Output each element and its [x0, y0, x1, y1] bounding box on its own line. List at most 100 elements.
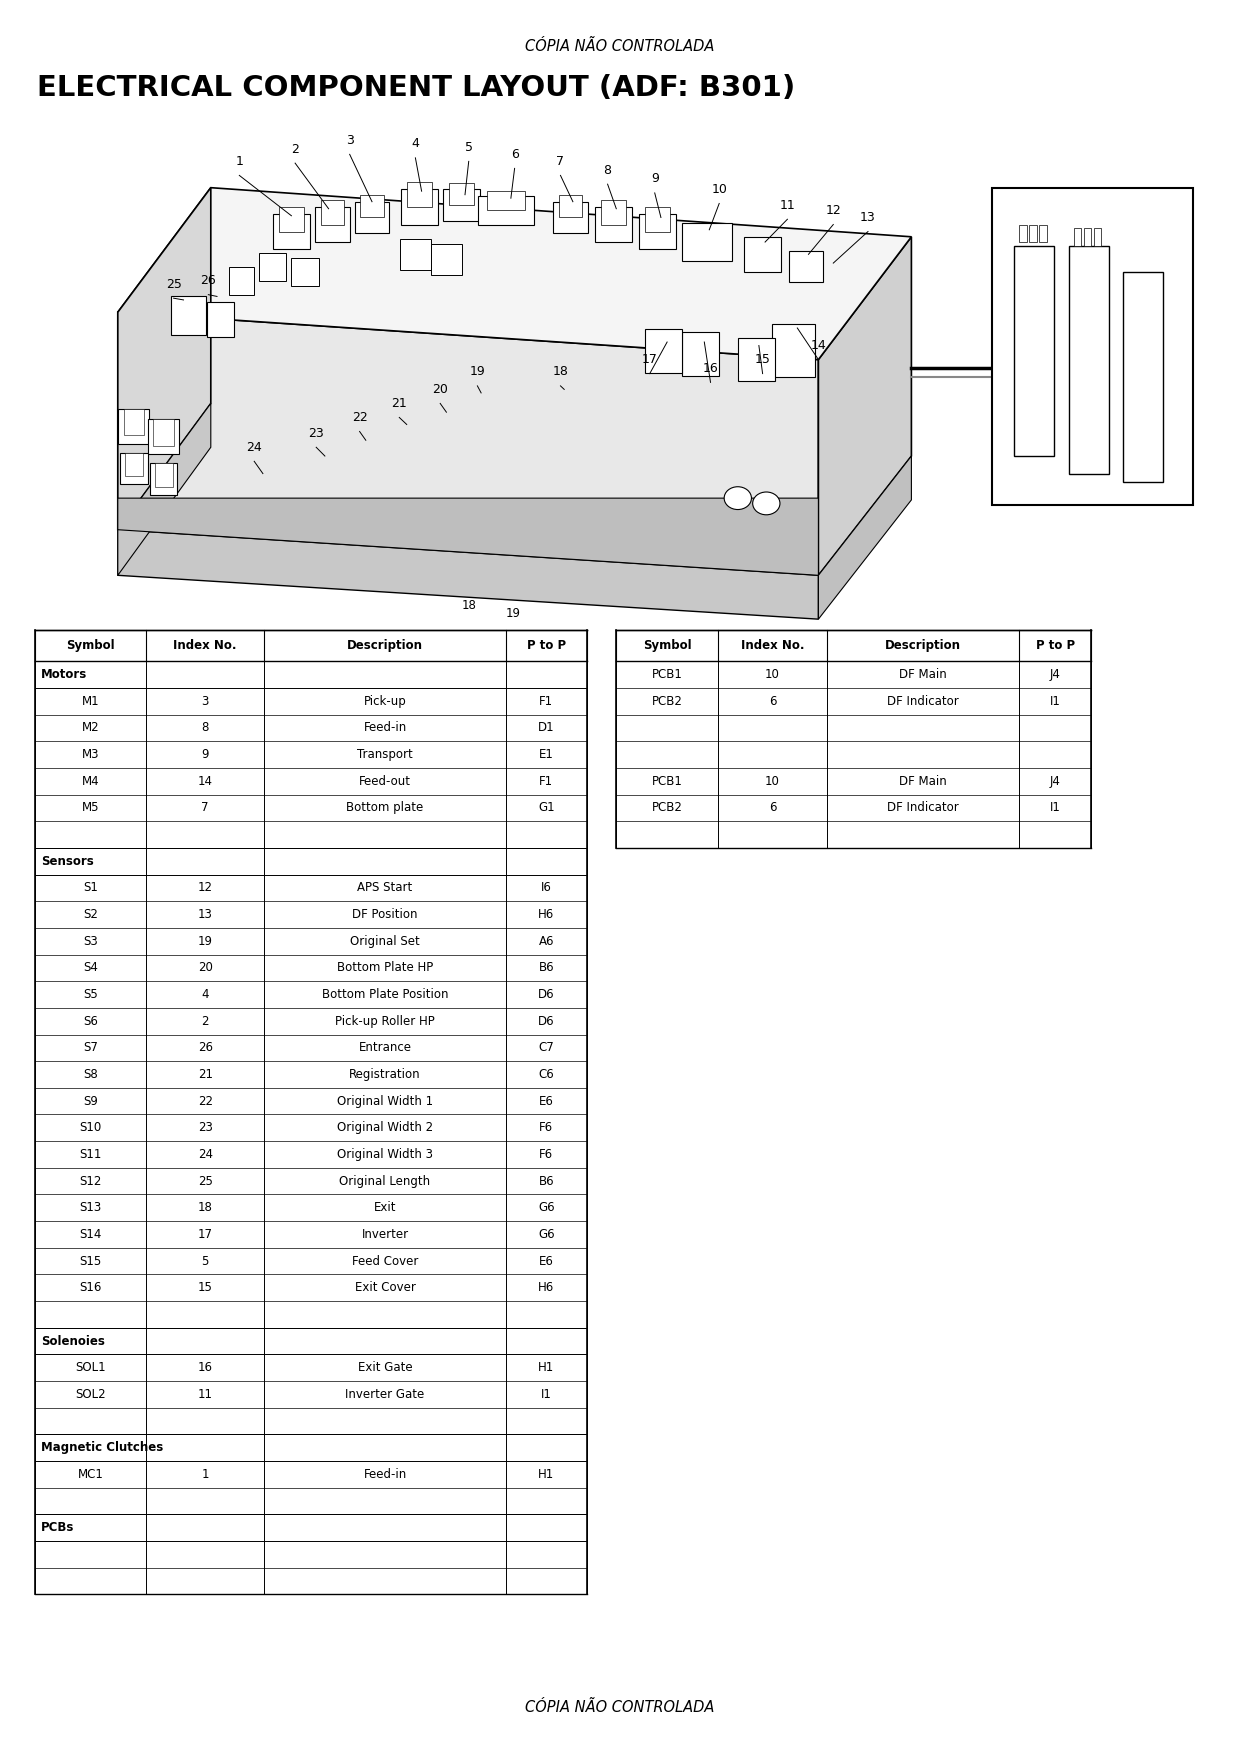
Polygon shape — [477, 196, 533, 225]
Polygon shape — [229, 267, 254, 295]
Text: 14: 14 — [197, 775, 213, 788]
Ellipse shape — [724, 486, 751, 509]
Polygon shape — [744, 237, 781, 272]
Text: Symbol: Symbol — [642, 638, 692, 652]
Text: APS Start: APS Start — [357, 881, 413, 895]
Text: Original Width 2: Original Width 2 — [337, 1121, 433, 1135]
Text: DF Main: DF Main — [899, 668, 947, 681]
Polygon shape — [645, 207, 670, 232]
Text: PCB1: PCB1 — [652, 775, 682, 788]
Polygon shape — [682, 333, 719, 375]
Text: E1: E1 — [539, 747, 553, 761]
Polygon shape — [355, 202, 389, 233]
Text: G1: G1 — [538, 802, 554, 814]
Polygon shape — [738, 337, 775, 381]
Text: C7: C7 — [538, 1042, 554, 1054]
Text: S12: S12 — [79, 1175, 102, 1187]
Text: Exit Cover: Exit Cover — [355, 1280, 415, 1294]
Text: 26: 26 — [197, 1042, 213, 1054]
Text: 15: 15 — [198, 1280, 212, 1294]
Polygon shape — [487, 191, 525, 210]
Text: 3: 3 — [346, 133, 353, 147]
Text: I1: I1 — [1050, 695, 1060, 709]
Text: M1: M1 — [82, 695, 99, 709]
Text: S3: S3 — [83, 935, 98, 947]
Text: F1: F1 — [539, 695, 553, 709]
Text: Pick-up Roller HP: Pick-up Roller HP — [335, 1014, 435, 1028]
Text: 8: 8 — [202, 721, 208, 735]
Text: Exit Gate: Exit Gate — [357, 1361, 413, 1375]
Text: Transport: Transport — [357, 747, 413, 761]
Text: B6: B6 — [538, 961, 554, 975]
Text: 16: 16 — [703, 361, 718, 375]
Text: D6: D6 — [538, 1014, 554, 1028]
Polygon shape — [401, 189, 438, 225]
Text: Description: Description — [885, 638, 961, 652]
Text: S8: S8 — [83, 1068, 98, 1080]
Text: 19: 19 — [197, 935, 213, 947]
Text: SOL1: SOL1 — [76, 1361, 105, 1375]
Text: CÓPIA NÃO CONTROLADA: CÓPIA NÃO CONTROLADA — [526, 39, 714, 54]
Text: 14: 14 — [811, 339, 826, 353]
Text: Feed-in: Feed-in — [363, 1468, 407, 1480]
Text: S7: S7 — [83, 1042, 98, 1054]
Text: DF Main: DF Main — [899, 775, 947, 788]
Polygon shape — [120, 453, 148, 484]
Text: PCB2: PCB2 — [652, 695, 682, 709]
Text: 18: 18 — [461, 598, 476, 612]
Text: PCB1: PCB1 — [652, 668, 682, 681]
Text: S6: S6 — [83, 1014, 98, 1028]
Text: 22: 22 — [352, 410, 367, 424]
Bar — [1069, 246, 1109, 474]
Polygon shape — [553, 202, 588, 233]
Text: 19: 19 — [470, 365, 485, 379]
Bar — [1029, 225, 1037, 242]
Text: I1: I1 — [1050, 802, 1060, 814]
Polygon shape — [361, 195, 383, 217]
Text: PCBs: PCBs — [41, 1521, 74, 1535]
Polygon shape — [118, 530, 818, 619]
Text: MC1: MC1 — [78, 1468, 103, 1480]
Text: 24: 24 — [247, 440, 262, 454]
Polygon shape — [639, 214, 676, 249]
Text: J4: J4 — [1050, 775, 1060, 788]
Text: S15: S15 — [79, 1254, 102, 1268]
Text: 25: 25 — [166, 277, 181, 291]
Text: 18: 18 — [198, 1201, 212, 1214]
Text: 17: 17 — [197, 1228, 213, 1242]
Text: 13: 13 — [198, 909, 212, 921]
Polygon shape — [207, 302, 234, 337]
Polygon shape — [771, 324, 816, 377]
Text: Original Width 3: Original Width 3 — [337, 1147, 433, 1161]
Text: 21: 21 — [197, 1068, 213, 1080]
Text: DF Indicator: DF Indicator — [888, 802, 959, 814]
Text: Feed-out: Feed-out — [360, 775, 410, 788]
Text: F6: F6 — [539, 1121, 553, 1135]
Text: D1: D1 — [538, 721, 554, 735]
Text: Magnetic Clutches: Magnetic Clutches — [41, 1442, 164, 1454]
Text: Symbol: Symbol — [66, 638, 115, 652]
Text: Registration: Registration — [350, 1068, 420, 1080]
Text: 8: 8 — [604, 163, 611, 177]
Polygon shape — [118, 498, 818, 575]
Text: 18: 18 — [553, 365, 568, 379]
Text: Original Set: Original Set — [350, 935, 420, 947]
Text: Original Length: Original Length — [340, 1175, 430, 1187]
Polygon shape — [595, 207, 632, 242]
Polygon shape — [118, 188, 911, 360]
Polygon shape — [125, 453, 143, 475]
Text: Entrance: Entrance — [358, 1042, 412, 1054]
Text: E6: E6 — [539, 1254, 553, 1268]
Polygon shape — [601, 200, 626, 225]
Bar — [1019, 225, 1027, 242]
Text: Feed Cover: Feed Cover — [352, 1254, 418, 1268]
Text: S10: S10 — [79, 1121, 102, 1135]
Text: 17: 17 — [642, 353, 657, 367]
Text: 5: 5 — [465, 140, 472, 154]
Text: Bottom Plate HP: Bottom Plate HP — [337, 961, 433, 975]
Text: Description: Description — [347, 638, 423, 652]
Text: 9: 9 — [651, 172, 658, 186]
Text: S11: S11 — [79, 1147, 102, 1161]
Text: Pick-up: Pick-up — [363, 695, 407, 709]
Text: Feed-in: Feed-in — [363, 721, 407, 735]
